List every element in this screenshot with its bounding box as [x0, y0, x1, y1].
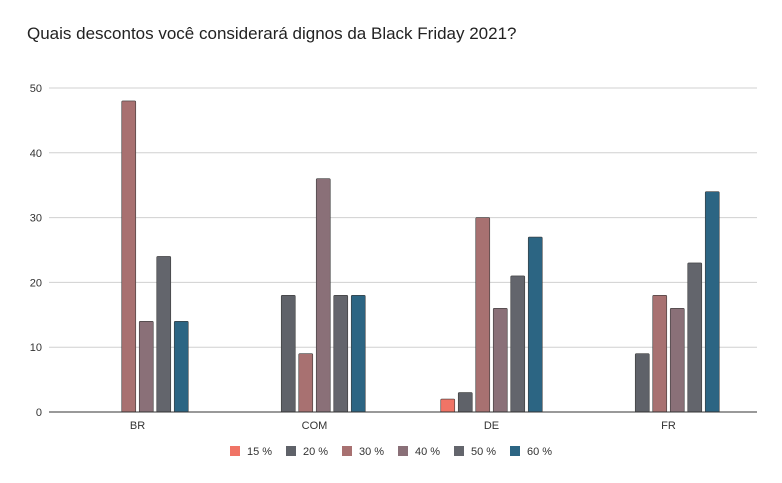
legend: 15 % 20 % 30 % 40 % 50 % 60 % — [230, 446, 552, 458]
y-tick-label: 10 — [30, 342, 42, 354]
x-category-label: DE — [484, 420, 499, 432]
legend-label: 40 % — [415, 446, 440, 458]
legend-item[interactable]: 40 % — [398, 446, 440, 458]
legend-label: 20 % — [303, 446, 328, 458]
bar-br-30pct — [121, 100, 137, 413]
x-axis-categories: BR COM DE FR — [130, 420, 676, 432]
legend-swatch — [398, 446, 408, 456]
y-tick-label: 40 — [30, 148, 42, 160]
chart-title: Quais descontos você considerará dignos … — [27, 24, 517, 43]
bar-de-40pct — [492, 308, 508, 413]
bar-br-40pct — [138, 320, 154, 413]
bar-de-30pct — [475, 217, 491, 413]
bar-fr-60pct — [704, 191, 720, 413]
legend-label: 15 % — [247, 446, 272, 458]
legend-item[interactable]: 60 % — [510, 446, 552, 458]
bar-com-60pct — [350, 295, 366, 413]
bar-de-15pct — [440, 398, 456, 413]
legend-swatch — [510, 446, 520, 456]
legend-swatch — [454, 446, 464, 456]
legend-label: 60 % — [527, 446, 552, 458]
bar-fr-30pct — [652, 295, 668, 413]
bar-de-60pct — [527, 236, 543, 413]
y-tick-label: 0 — [36, 407, 42, 419]
bar-de-20pct — [457, 392, 473, 413]
legend-swatch — [230, 446, 240, 456]
bar-com-20pct — [280, 295, 296, 413]
bars — [121, 100, 720, 413]
y-tick-label: 30 — [30, 213, 42, 225]
legend-item[interactable]: 20 % — [286, 446, 328, 458]
legend-item[interactable]: 15 % — [230, 446, 272, 458]
bar-fr-40pct — [669, 308, 685, 413]
legend-swatch — [286, 446, 296, 456]
bar-com-40pct — [315, 178, 331, 413]
legend-label: 50 % — [471, 446, 496, 458]
legend-item[interactable]: 30 % — [342, 446, 384, 458]
y-axis-ticks: 0 10 20 30 40 50 — [30, 83, 42, 419]
bar-fr-50pct — [687, 262, 703, 413]
bar-fr-20pct — [634, 353, 650, 413]
bar-com-30pct — [298, 353, 314, 413]
y-tick-label: 50 — [30, 83, 42, 95]
y-tick-label: 20 — [30, 277, 42, 289]
bar-br-50pct — [156, 256, 172, 413]
bar-de-50pct — [510, 275, 526, 413]
legend-item[interactable]: 50 % — [454, 446, 496, 458]
bar-br-60pct — [173, 320, 189, 413]
bar-com-50pct — [333, 295, 349, 413]
legend-label: 30 % — [359, 446, 384, 458]
x-category-label: COM — [302, 420, 328, 432]
gridlines — [49, 87, 757, 348]
legend-swatch — [342, 446, 352, 456]
x-category-label: BR — [130, 420, 145, 432]
x-category-label: FR — [661, 420, 676, 432]
